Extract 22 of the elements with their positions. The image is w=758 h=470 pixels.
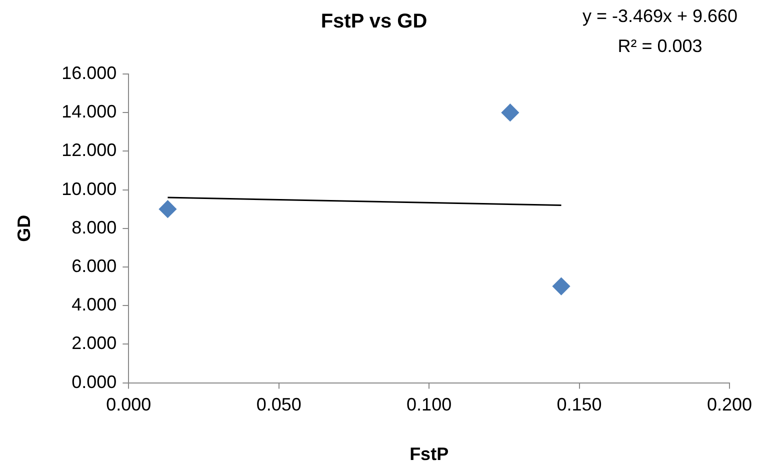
x-axis-title: FstP	[410, 444, 449, 464]
y-tick-label: 0.000	[72, 372, 117, 392]
x-tick-label: 0.100	[406, 394, 452, 415]
point	[552, 278, 570, 296]
x-tick-label: 0.150	[556, 394, 602, 415]
text: R² = 0.003	[618, 36, 702, 56]
text: y = -3.469x + 9.660	[582, 6, 738, 26]
y-tick-label: 4.000	[72, 294, 117, 315]
y-axis-title: GD	[14, 214, 34, 242]
y-tick-label: 2.000	[72, 333, 117, 354]
point	[501, 104, 519, 122]
y-tick-label: 10.000	[62, 178, 117, 199]
y-tick-label: 16.000	[62, 62, 117, 83]
point	[158, 200, 176, 218]
y-tick-label: 12.000	[62, 140, 117, 160]
y-tick-label: 8.000	[72, 217, 117, 238]
y-tick-label: 14.000	[62, 102, 117, 122]
x-tick-label: 0.050	[256, 394, 302, 415]
chart-title: FstP vs GD	[320, 10, 428, 33]
y-tick-label: 6.000	[72, 256, 117, 276]
x-tick-label: 0.000	[106, 394, 152, 415]
x-tick-label: 0.200	[706, 394, 752, 415]
